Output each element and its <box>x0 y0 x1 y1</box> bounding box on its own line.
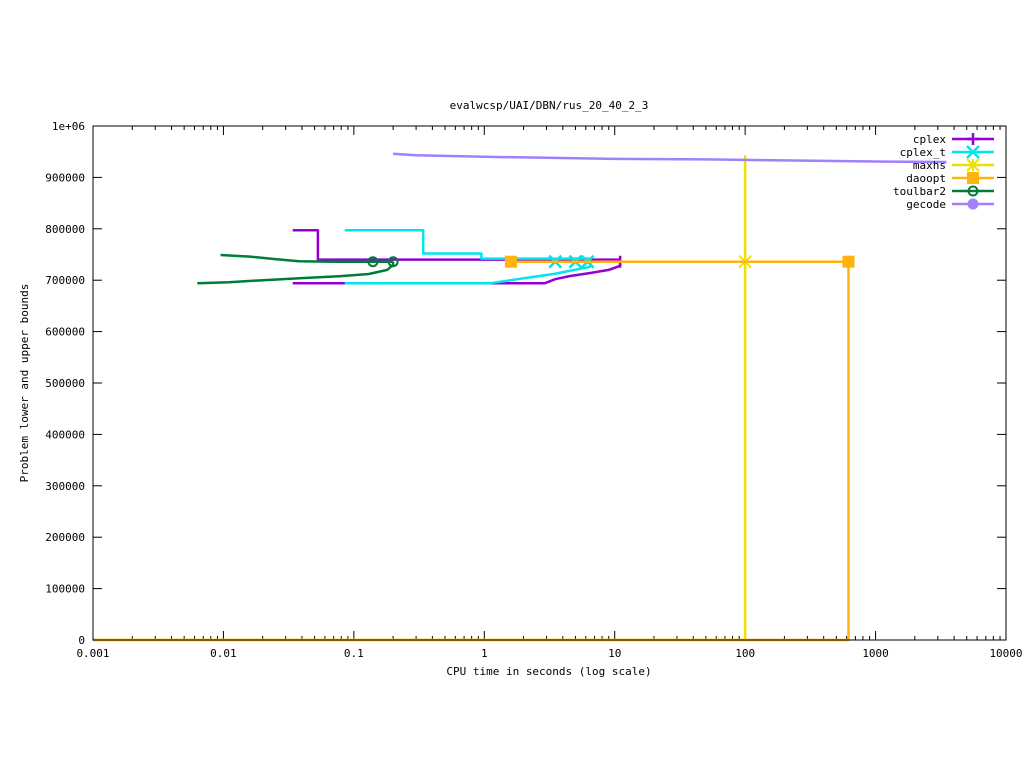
series-line <box>393 152 947 164</box>
y-tick-label: 400000 <box>45 428 85 441</box>
x-tick-label: 1000 <box>862 647 889 660</box>
y-tick-label: 0 <box>78 634 85 647</box>
series-line <box>197 261 395 285</box>
data-point <box>842 255 855 268</box>
x-tick-label: 10 <box>608 647 621 660</box>
legend-entry: gecode <box>906 198 994 211</box>
legend-entry: cplex <box>913 133 994 146</box>
legend-entry: daoopt <box>906 172 994 185</box>
y-tick-label: 500000 <box>45 377 85 390</box>
y-tick-label: 300000 <box>45 480 85 493</box>
series-layer <box>93 152 947 642</box>
series-maxhs <box>93 155 849 642</box>
y-axis-ticks: 0 100000 200000 300000 400000 500000 600000 700… <box>45 120 1006 647</box>
legend-marker <box>966 145 980 159</box>
legend-marker <box>967 172 979 184</box>
series-line <box>292 229 621 261</box>
y-tick-label: 100000 <box>45 583 85 596</box>
y-tick-label: 700000 <box>45 274 85 287</box>
y-tick-label: 200000 <box>45 531 85 544</box>
legend-marker <box>967 198 979 210</box>
y-tick-label: 800000 <box>45 223 85 236</box>
legend-label: daoopt <box>906 172 946 185</box>
legend-label: cplex_t <box>900 146 946 159</box>
series-line <box>344 229 591 260</box>
data-point <box>504 255 517 268</box>
x-axis-ticks: 0.001 0.01 0.1 1 10 100 1000 10000 <box>76 126 1023 660</box>
legend-entry: cplex_t <box>900 145 994 159</box>
y-tick-label: 600000 <box>45 326 85 339</box>
legend-marker <box>967 133 979 145</box>
x-axis-label: CPU time in seconds (log scale) <box>446 665 651 678</box>
series-daoopt <box>93 255 855 642</box>
series-toulbar2 <box>197 253 399 285</box>
series-line <box>93 260 850 642</box>
data-point <box>387 256 399 268</box>
data-point <box>367 256 379 268</box>
legend-label: gecode <box>906 198 946 211</box>
legend-marker <box>966 158 980 172</box>
series-line <box>292 259 622 285</box>
series-gecode <box>393 152 947 164</box>
series-line <box>220 253 394 263</box>
x-tick-label: 10000 <box>989 647 1022 660</box>
y-tick-label: 900000 <box>45 171 85 184</box>
legend-entry: maxhs <box>913 158 994 172</box>
legend-label: toulbar2 <box>893 185 946 198</box>
x-tick-label: 0.01 <box>210 647 237 660</box>
legend-marker <box>967 185 979 197</box>
x-tick-label: 0.1 <box>344 647 364 660</box>
legend-label: cplex <box>913 133 946 146</box>
x-tick-label: 0.001 <box>76 647 109 660</box>
plot-frame <box>92 125 1007 641</box>
series-line <box>93 155 747 642</box>
legend-entry: toulbar2 <box>893 185 994 198</box>
x-tick-label: 1 <box>481 647 488 660</box>
legend-label: maxhs <box>913 159 946 172</box>
y-axis-label: Problem lower and upper bounds <box>18 284 31 483</box>
y-tick-label: 1e+06 <box>52 120 85 133</box>
chart-title: evalwcsp/UAI/DBN/rus_20_40_2_3 <box>450 99 649 112</box>
series-cplex-t <box>344 229 595 285</box>
series-line <box>344 261 592 285</box>
x-tick-label: 100 <box>735 647 755 660</box>
